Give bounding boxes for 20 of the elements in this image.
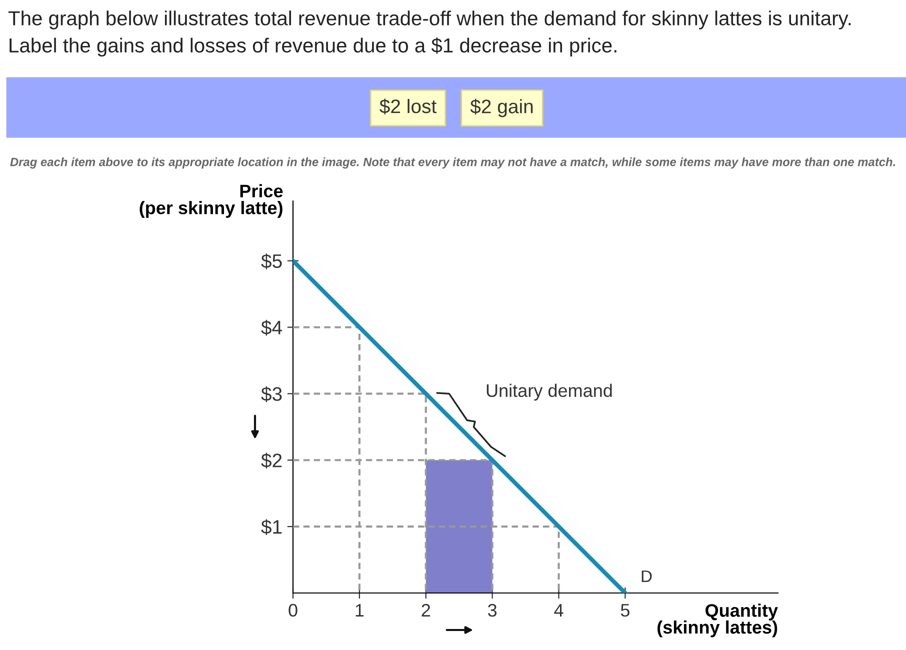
- x-tick-label: 1: [356, 604, 364, 616]
- y-axis-title: Price (per skinny latte): [140, 184, 283, 218]
- x-tick-label: 2: [422, 604, 430, 616]
- y-tick-label: $5: [261, 253, 282, 270]
- x-tick-label: 0: [288, 604, 298, 617]
- chart-subtitle: Label the gains and losses of revenue due to a $1 decrease in price.: [10, 37, 616, 57]
- x-tick-label: 5: [620, 604, 630, 617]
- x-tick-label: 3: [488, 604, 497, 617]
- y-tick-label: $2: [261, 452, 282, 469]
- text: $2 lost: [380, 98, 437, 114]
- text: $2 gain: [470, 98, 533, 118]
- annotation: Unitary demand: [486, 384, 612, 401]
- y-tick-label: $1: [261, 519, 282, 535]
- x-axis-title: Quantity (skinny lattes): [658, 604, 778, 638]
- y-tick-label: $4: [261, 320, 282, 336]
- y-tick-label: $3: [261, 386, 282, 402]
- chart-title: The graph below illustrates total revenue trade-off when the demand for skinny lattes is unitary.: [8, 10, 851, 30]
- text: Drag each item above to its appropriate location in the image. Note that every item may not have a match, while some items may have more than one match.: [10, 157, 896, 169]
- annotation: D: [642, 570, 652, 582]
- x-tick-label: 4: [554, 604, 564, 616]
